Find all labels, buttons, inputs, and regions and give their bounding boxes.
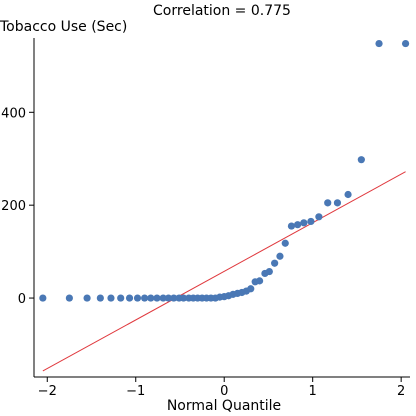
data-point [133, 294, 142, 302]
data-point [107, 294, 115, 302]
data-point [324, 199, 332, 207]
y-tick-label: 400 [1, 106, 26, 121]
data-point [375, 39, 383, 48]
data-point [276, 252, 284, 260]
data-point [401, 39, 410, 48]
data-point [256, 277, 264, 285]
x-tick-label: 2 [397, 384, 405, 399]
data-point [315, 213, 323, 221]
data-point [170, 294, 178, 302]
data-point [281, 239, 289, 247]
data-point [307, 217, 315, 226]
axis-ticks: −2 −1 0 1 2 0 200 400 [1, 106, 405, 399]
chart-title: Correlation = 0.775 [153, 3, 291, 19]
x-tick-label: 1 [309, 384, 317, 399]
data-point [271, 259, 279, 267]
data-point [179, 294, 188, 302]
data-point [96, 294, 104, 302]
data-point [125, 294, 134, 302]
data-point [300, 219, 308, 227]
data-point [265, 267, 273, 276]
data-point [140, 294, 149, 302]
reference-line [42, 171, 406, 372]
data-point [164, 294, 173, 302]
data-point [153, 294, 161, 302]
x-axis-label: Normal Quantile [167, 398, 281, 414]
data-point [287, 222, 296, 230]
data-point [117, 294, 125, 302]
y-tick-label: 200 [1, 199, 26, 214]
y-axis-label: Tobacco Use (Sec) [0, 19, 127, 35]
x-tick-label: −2 [38, 384, 57, 399]
data-point [65, 294, 73, 302]
y-tick-label: 0 [18, 292, 26, 307]
data-point [294, 221, 302, 229]
data-point [159, 294, 167, 302]
data-point [344, 190, 352, 199]
data-point [357, 156, 365, 164]
x-tick-label: 0 [220, 384, 228, 399]
data-point [147, 294, 155, 302]
data-point [39, 294, 47, 302]
data-point [333, 199, 342, 207]
data-point [83, 294, 91, 302]
data-points [39, 39, 410, 302]
data-point [247, 285, 255, 293]
x-tick-label: −1 [126, 384, 145, 399]
